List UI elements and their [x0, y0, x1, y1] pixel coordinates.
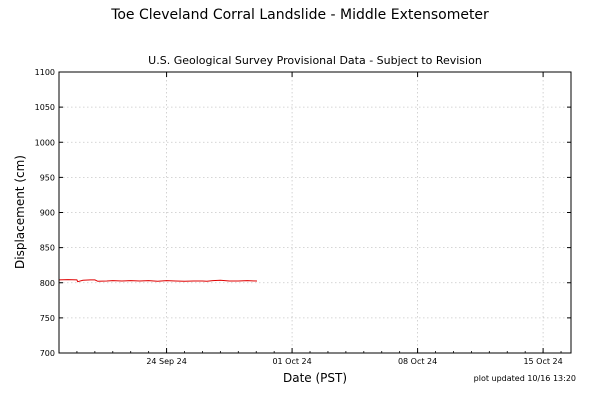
y-axis: 700 750 800 850 900 950 1000 1050 1100	[35, 68, 571, 358]
x-tick-label: 15 Oct 24	[523, 357, 562, 366]
y-tick-label: 700	[40, 349, 55, 358]
y-tick-label: 1050	[35, 103, 55, 112]
y-tick-label: 850	[40, 244, 55, 253]
y-tick-label: 1000	[35, 138, 55, 147]
x-tick-label: 08 Oct 24	[398, 357, 437, 366]
y-tick-label: 750	[40, 314, 55, 323]
x-tick-label: 01 Oct 24	[272, 357, 311, 366]
x-axis: 24 Sep 24 01 Oct 24 08 Oct 24 15 Oct 24	[58, 72, 563, 366]
x-axis-label: Date (PST)	[283, 371, 347, 385]
y-tick-label: 800	[40, 279, 55, 288]
y-tick-label: 1100	[35, 68, 55, 77]
y-tick-label: 900	[40, 209, 55, 218]
figure-title: Toe Cleveland Corral Landslide - Middle …	[110, 7, 489, 23]
plot-series	[58, 279, 257, 283]
y-tick-label: 950	[40, 173, 55, 182]
plot-updated-note: plot updated 10/16 13:20	[474, 374, 576, 383]
series-line	[58, 279, 257, 283]
gridlines	[59, 72, 571, 353]
chart-subtitle: U.S. Geological Survey Provisional Data …	[148, 54, 482, 67]
x-tick-label: 24 Sep 24	[146, 357, 187, 366]
y-axis-label: Displacement (cm)	[13, 155, 27, 269]
